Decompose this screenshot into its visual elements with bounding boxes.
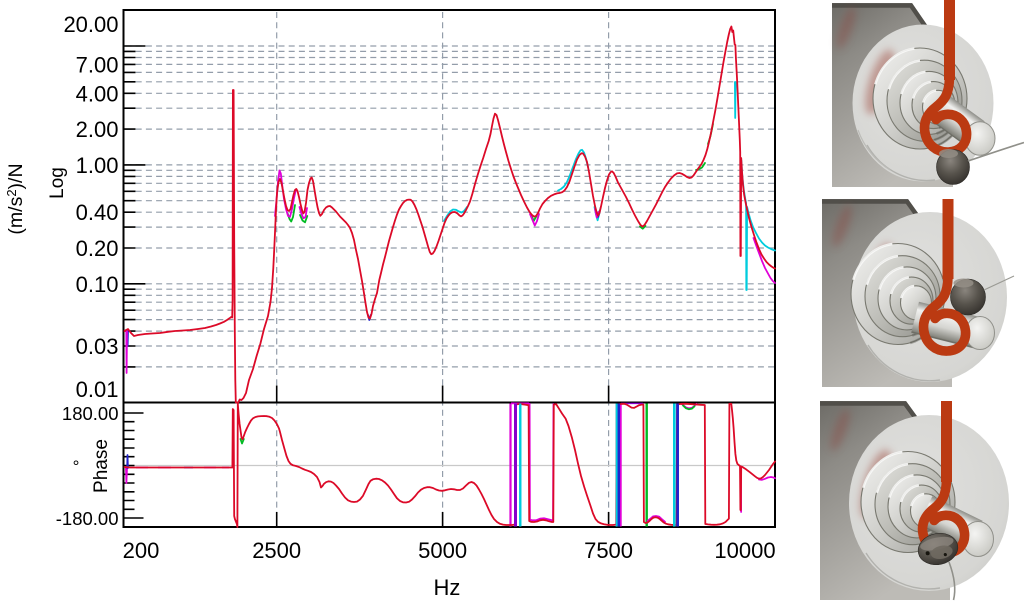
svg-text:2.00: 2.00 [76,117,119,142]
svg-text:Log: Log [47,167,68,199]
svg-text:7500: 7500 [584,538,633,563]
svg-text:°: ° [73,457,80,476]
svg-text:180.00: 180.00 [62,403,119,424]
svg-text:200: 200 [123,538,160,563]
svg-text:0.40: 0.40 [76,200,119,225]
svg-text:0.01: 0.01 [76,377,119,402]
svg-text:(m/s2)/N: (m/s2)/N [4,163,27,234]
svg-text:7.00: 7.00 [76,52,119,77]
svg-text:0.20: 0.20 [76,236,119,261]
svg-text:4.00: 4.00 [76,81,119,106]
svg-text:Phase: Phase [91,439,112,493]
svg-text:5000: 5000 [418,538,467,563]
svg-text:-180.00: -180.00 [56,508,119,529]
svg-text:0.03: 0.03 [76,334,119,359]
svg-text:20.00: 20.00 [63,12,118,37]
svg-text:2500: 2500 [252,538,301,563]
svg-text:0.10: 0.10 [76,272,119,297]
svg-text:1.00: 1.00 [76,153,119,178]
svg-text:Hz: Hz [434,575,461,600]
svg-text:10000: 10000 [714,538,775,563]
